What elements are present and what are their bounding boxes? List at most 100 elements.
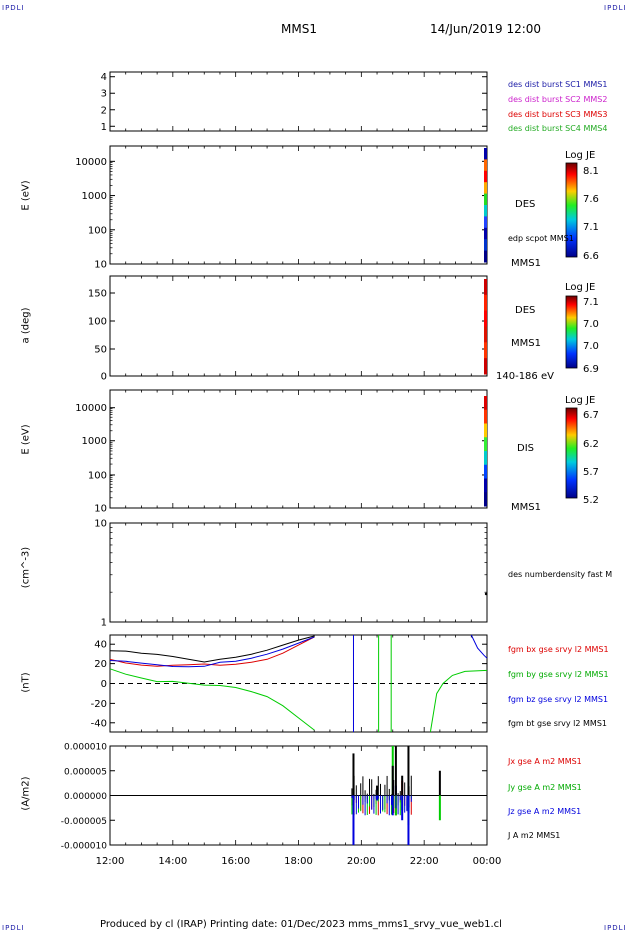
- legend-burst-sc3: des dist burst SC3 MMS3: [508, 110, 608, 119]
- sc-label-des-pitch: MMS1: [511, 338, 541, 349]
- panel-frame-des_pitch: [109, 275, 488, 377]
- ytick-label-bfield: 20: [94, 659, 107, 670]
- energy-range-label: 140-186 eV: [496, 371, 554, 382]
- ytick-label-current: -0.000005: [61, 817, 107, 827]
- ytick-label-bfield: 40: [94, 640, 107, 651]
- ylabel-current: (A/m2): [20, 776, 32, 811]
- colorbar-tick-dis-energy-3: 5.7: [583, 467, 599, 478]
- des-pitch-spectrogram: [484, 310, 487, 327]
- ylabel-bfield: (nT): [20, 672, 32, 693]
- dis-energy-spectrogram: [484, 437, 487, 452]
- corner-label-top-left: IPDLI: [2, 4, 25, 12]
- des-energy-spectrogram: [484, 205, 487, 217]
- colorbar-des-energy: [565, 162, 578, 258]
- dis-energy-spectrogram: [484, 409, 487, 424]
- footer-text: Produced by cl (IRAP) Printing date: 01/…: [100, 919, 502, 930]
- bfield-line-0: [109, 636, 315, 667]
- ytick-label-bfield: 0: [101, 679, 107, 690]
- panel-frame-dis_energy: [109, 389, 488, 509]
- corner-label-top-right: IPDLI: [604, 4, 627, 12]
- legend-burst-sc1: des dist burst SC1 MMS1: [508, 80, 608, 89]
- legend-j: J A m2 MMS1: [508, 831, 561, 840]
- colorbar-des-pitch: [565, 295, 578, 369]
- colorbar-tick-des-energy-2: 7.6: [583, 194, 599, 205]
- bfield-by-recovery: [429, 669, 488, 733]
- sc-label-des-energy: MMS1: [511, 258, 541, 269]
- panel-frame-des_energy: [109, 145, 488, 265]
- legend-bz: fgm bz gse srvy l2 MMS1: [508, 695, 609, 704]
- bfield-line-3: [109, 635, 315, 663]
- bfield-line-2: [109, 636, 315, 668]
- colorbar-tick-des-pitch-2: 7.0: [583, 319, 599, 330]
- panel-frame-density: [109, 522, 488, 623]
- dis-energy-spectrogram: [484, 396, 487, 411]
- corner-label-bottom-right: IPDLI: [604, 924, 627, 932]
- legend-bx: fgm bx gse srvy l2 MMS1: [508, 645, 609, 654]
- des-energy-spectrogram: [484, 159, 487, 172]
- des-pitch-spectrogram: [484, 279, 487, 296]
- colorbar-tick-des-energy-3: 7.1: [583, 222, 599, 233]
- time-label: 12:00: [96, 856, 125, 867]
- bfield-line-1: [109, 668, 315, 731]
- sc-label-dis-energy: MMS1: [511, 502, 541, 513]
- legend-jz: Jz gse A m2 MMS1: [508, 807, 582, 816]
- ytick-label-bfield: -40: [91, 718, 107, 729]
- colorbar-tick-des-pitch-1: 7.1: [583, 297, 599, 308]
- legend-by: fgm by gse srvy l2 MMS1: [508, 670, 609, 679]
- legend-jx: Jx gse A m2 MMS1: [508, 757, 582, 766]
- ytick-label-des_energy: 100: [88, 225, 107, 236]
- dis-energy-spectrogram: [484, 464, 487, 479]
- bfield-bz-recovery: [470, 634, 488, 659]
- density-point: [484, 592, 488, 596]
- species-label-des: DES: [515, 199, 536, 210]
- des-energy-spectrogram: [484, 239, 487, 252]
- ytick-label-current: 0.000010: [64, 743, 107, 753]
- ytick-label-burst: 1: [101, 122, 107, 133]
- des-energy-spectrogram: [484, 193, 487, 206]
- ytick-label-dis_energy: 100: [88, 470, 107, 481]
- legend-density: des numberdensity fast M: [508, 570, 613, 579]
- time-label: 16:00: [221, 856, 250, 867]
- colorbar-dis-energy: [565, 407, 578, 499]
- time-label: 18:00: [284, 856, 313, 867]
- des-pitch-spectrogram: [484, 294, 487, 312]
- colorbar-tick-dis-energy-1: 6.7: [583, 410, 599, 421]
- ytick-label-des_energy: 1000: [82, 191, 107, 202]
- ytick-label-current: 0.000005: [64, 767, 107, 777]
- colorbar-tick-des-pitch-3: 7.0: [583, 341, 599, 352]
- colorbar-title-dis-energy: Log JE: [565, 395, 596, 406]
- ytick-label-des_energy: 10: [94, 260, 107, 271]
- ylabel-des-energy: E (eV): [20, 180, 32, 211]
- ylabel-dis-energy: E (eV): [20, 424, 32, 455]
- time-label: 22:00: [410, 856, 439, 867]
- ytick-label-burst: 4: [101, 72, 107, 83]
- colorbar-tick-des-energy-1: 8.1: [583, 166, 599, 177]
- ytick-label-des_energy: 10000: [75, 157, 107, 168]
- ytick-label-burst: 3: [101, 89, 107, 100]
- spacecraft-title: MMS1: [281, 22, 317, 36]
- des-energy-spectrogram: [484, 227, 487, 240]
- ytick-label-current: -0.000010: [61, 842, 107, 852]
- colorbar-tick-des-energy-4: 6.6: [583, 251, 599, 262]
- time-label: 14:00: [158, 856, 187, 867]
- des-pitch-spectrogram: [484, 358, 487, 375]
- colorbar-tick-des-pitch-4: 6.9: [583, 364, 599, 375]
- des-energy-spectrogram: [484, 216, 487, 229]
- ytick-label-des_pitch: 0: [101, 372, 107, 383]
- ytick-label-density: 10: [94, 519, 107, 530]
- ytick-label-des_pitch: 150: [88, 289, 107, 300]
- species-label-dis: DIS: [517, 443, 534, 454]
- ytick-label-burst: 2: [101, 105, 107, 116]
- ylabel-des-pitch: a (deg): [20, 307, 32, 344]
- colorbar-title-des-pitch: Log JE: [565, 282, 596, 293]
- ytick-label-des_pitch: 50: [94, 345, 107, 356]
- ytick-label-current: 0.000000: [64, 792, 107, 802]
- colorbar-title-des-energy: Log JE: [565, 150, 596, 161]
- legend-burst-sc2: des dist burst SC2 MMS2: [508, 95, 608, 104]
- des-energy-spectrogram: [484, 170, 487, 183]
- legend-burst-sc4: des dist burst SC4 MMS4: [508, 124, 608, 133]
- time-label: 20:00: [347, 856, 376, 867]
- ytick-label-density: 1: [101, 618, 107, 629]
- ytick-label-dis_energy: 10: [94, 504, 107, 515]
